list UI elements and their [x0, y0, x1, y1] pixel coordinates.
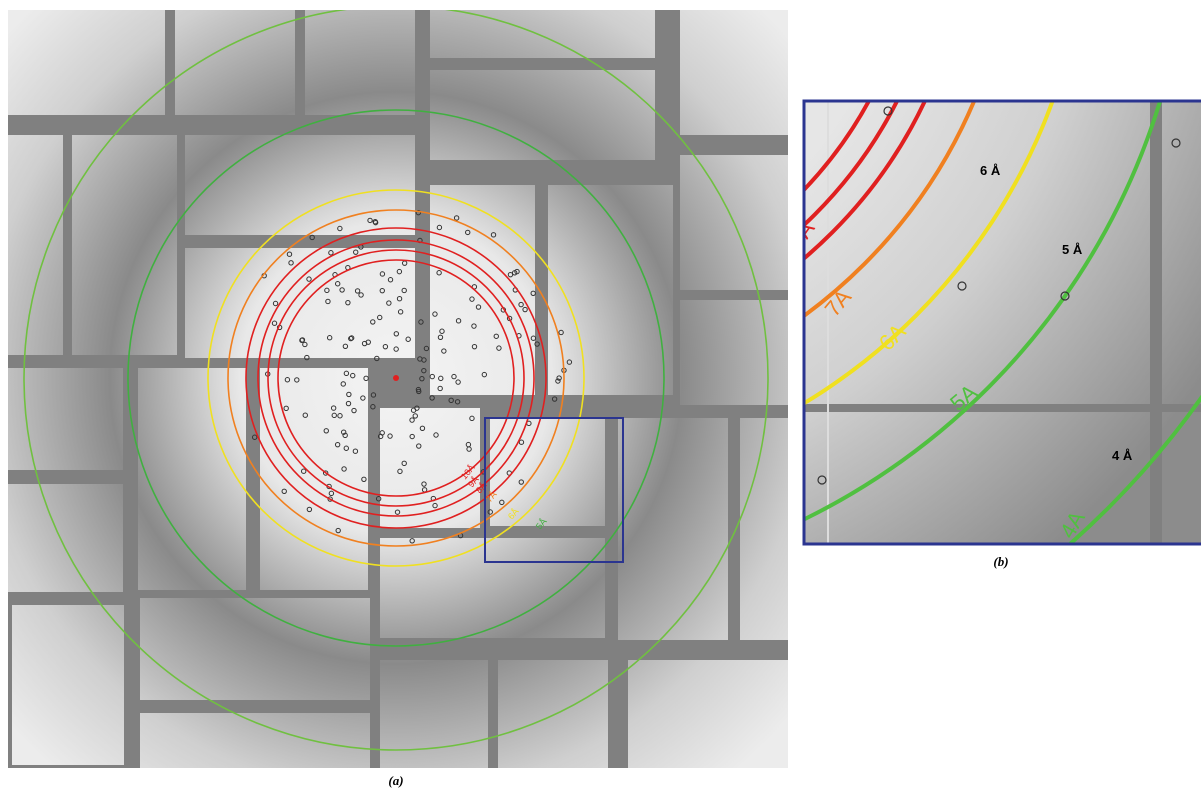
- detector-tile: [72, 135, 177, 355]
- resolution-label: 5 Å: [1062, 242, 1083, 257]
- detector-tile: [8, 10, 165, 115]
- detector-tile: [185, 135, 415, 235]
- figure: 10Å9Å8Å7Å6Å5Å 8A7A6A5A4A6 Å5 Å4 Å (a) (b…: [0, 0, 1201, 796]
- detector-tile: [430, 185, 535, 395]
- detector-tile: [12, 605, 124, 765]
- detector-tile: [680, 10, 788, 135]
- detector-tile: [140, 598, 370, 700]
- detector-tile: [498, 660, 608, 768]
- detector-tile: [430, 70, 655, 160]
- detector-tile: [628, 660, 788, 768]
- detector-tile: [1162, 102, 1201, 404]
- detector-tile: [8, 135, 63, 355]
- caption: (a): [388, 773, 403, 788]
- resolution-label: 4 Å: [1112, 448, 1133, 463]
- detector-tile: [805, 102, 1150, 404]
- caption: (b): [993, 554, 1008, 569]
- detector-tile: [305, 10, 415, 115]
- detector-tile: [805, 412, 1150, 544]
- detector-tile: [8, 368, 123, 470]
- detector-tile: [380, 538, 605, 638]
- detector-tile: [140, 713, 370, 768]
- detector-tile: [740, 418, 788, 640]
- resolution-label: 6 Å: [980, 163, 1001, 178]
- beam-center: [393, 375, 399, 381]
- detector-tile: [260, 368, 368, 590]
- detector-tile: [680, 300, 788, 405]
- detector-tile: [380, 660, 488, 768]
- detector-tile: [8, 484, 123, 592]
- detector-tile: [430, 10, 655, 58]
- detector-tile: [1162, 412, 1201, 544]
- detector-tile: [618, 418, 728, 640]
